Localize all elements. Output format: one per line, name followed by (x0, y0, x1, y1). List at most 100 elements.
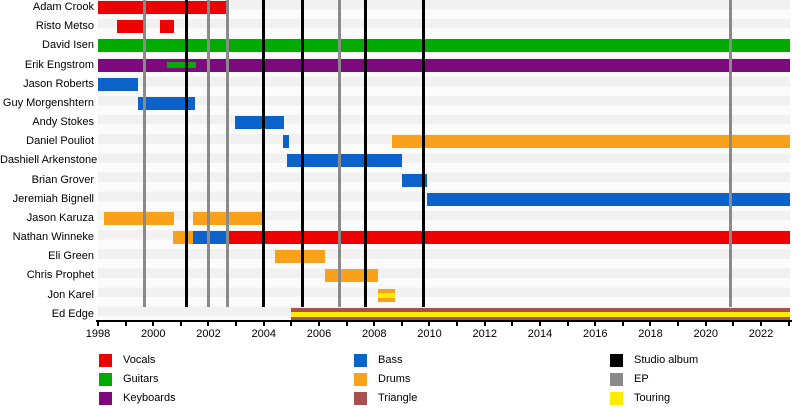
timeline-bar-bass (287, 153, 402, 167)
legend-label: Vocals (123, 353, 156, 366)
timeline-bar-bass (98, 77, 139, 91)
row-label: Ed Edge (51, 307, 94, 320)
x-axis-line (96, 320, 792, 322)
row-label: Risto Metso (35, 19, 94, 32)
axis-tick-label: 2010 (417, 328, 442, 340)
timeline-bar-vocals (229, 230, 790, 244)
axis-tick-label: 2008 (361, 328, 387, 340)
timeline-bar-bass (193, 230, 230, 244)
axis-tick (235, 322, 238, 326)
axis-tick (483, 322, 486, 326)
overlay-guitars (167, 62, 197, 68)
axis-tick (97, 322, 99, 326)
axis-tick (787, 322, 790, 326)
timeline-bar-vocals (117, 19, 145, 33)
studio-album-line (262, 0, 266, 307)
axis-tick (262, 322, 265, 326)
row-label: Adam Crook (32, 0, 94, 13)
legend-item-triangle: Triangle (354, 391, 514, 405)
axis-tick-label: 2020 (693, 328, 718, 340)
axis-tick (621, 322, 624, 326)
legend-swatch (354, 353, 367, 367)
legend-item-vocals: Vocals (99, 353, 259, 367)
timeline-bar-bass (138, 96, 195, 110)
axis-tick (732, 322, 735, 326)
axis-tick-label: 2000 (140, 328, 166, 340)
axis-tick (428, 322, 431, 326)
legend-label: EP (634, 372, 649, 385)
axis-tick (649, 322, 652, 326)
legend-swatch (610, 391, 623, 405)
timeline-bar-drums (274, 249, 325, 263)
legend-label: Triangle (378, 391, 418, 404)
legend-swatch (99, 391, 112, 405)
row-label: Chris Prophet (26, 268, 94, 281)
studio-album-line (300, 0, 304, 307)
row-label: Guy Morgenshtern (2, 96, 94, 109)
studio-album-line (364, 0, 368, 307)
legend-swatch (610, 353, 623, 367)
axis-tick (317, 322, 320, 326)
legend-label: Guitars (123, 372, 159, 385)
legend-item-drums: Drums (354, 372, 514, 386)
timeline-bar-drums (172, 230, 194, 244)
ep-line (338, 0, 342, 307)
axis-tick (179, 322, 182, 326)
axis-tick-label: 2014 (527, 328, 553, 340)
row-label: Dashiell Arkenstone (0, 153, 98, 166)
legend-item-ep: EP (610, 372, 770, 386)
legend-item-studio-album: Studio album (610, 353, 770, 367)
axis-tick (152, 322, 155, 326)
row-label: Nathan Winneke (12, 230, 94, 243)
row-label: Eli Green (48, 249, 94, 262)
timeline-bar-bass (283, 134, 289, 148)
row-label: David Isen (42, 38, 94, 51)
row-label: Jon Karel (47, 288, 94, 301)
axis-tick-label: 2012 (472, 328, 497, 340)
overlay-touring (291, 311, 790, 317)
axis-tick-label: 2004 (251, 328, 276, 340)
timeline-bar-drums (324, 268, 379, 282)
axis-tick (400, 322, 403, 326)
axis-tick (290, 322, 293, 326)
axis-tick (704, 322, 707, 326)
legend-item-guitars: Guitars (99, 372, 259, 386)
studio-album-line (184, 0, 188, 307)
timeline-bar-guitars (98, 38, 790, 52)
ep-line (143, 0, 147, 307)
legend-item-bass: Bass (354, 353, 514, 367)
row-label: Daniel Pouliot (26, 134, 94, 147)
axis-tick (538, 322, 541, 326)
plot-background (98, 0, 790, 320)
row-label: Jason Karuza (26, 211, 94, 224)
legend-swatch (354, 391, 367, 405)
legend-label: Studio album (634, 353, 699, 366)
timeline-bar-bass (234, 115, 285, 129)
axis-tick (207, 322, 210, 326)
timeline-bar-vocals (98, 0, 228, 14)
row-label: Jason Roberts (23, 77, 94, 90)
legend-swatch (354, 372, 367, 386)
ep-line (729, 0, 733, 307)
legend-item-touring: Touring (610, 391, 770, 405)
axis-tick-label: 2022 (748, 328, 774, 340)
row-label: Brian Grover (31, 173, 94, 186)
axis-tick-label: 1998 (85, 328, 111, 340)
axis-tick-label: 2016 (582, 328, 608, 340)
ep-line (206, 0, 210, 307)
timeline-bar-keyboards (98, 58, 790, 72)
legend-item-keyboards: Keyboards (99, 391, 259, 405)
row-label: Andy Stokes (32, 115, 94, 128)
legend-swatch (610, 372, 623, 386)
legend-swatch (99, 372, 112, 386)
axis-tick-label: 2002 (196, 328, 221, 340)
timeline-bar-bass (426, 192, 790, 206)
row-label: Jeremiah Bignell (12, 192, 94, 205)
axis-tick (124, 322, 127, 326)
axis-tick-label: 2018 (638, 328, 663, 340)
overlay-touring (378, 292, 395, 298)
axis-tick (345, 322, 348, 326)
legend-label: Bass (378, 353, 403, 366)
row-label: Erik Engstrom (24, 58, 94, 71)
